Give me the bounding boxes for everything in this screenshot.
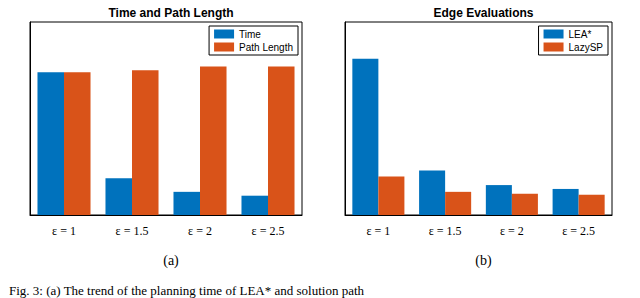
svg-text:LazySP: LazySP bbox=[569, 42, 604, 53]
svg-text:Path Length: Path Length bbox=[239, 42, 293, 53]
svg-text:Edge Evaluations: Edge Evaluations bbox=[433, 6, 533, 20]
svg-text:(a): (a) bbox=[163, 253, 179, 269]
svg-text:Time: Time bbox=[239, 29, 261, 40]
svg-text:ε = 2: ε = 2 bbox=[500, 224, 524, 238]
svg-text:ε = 2.5: ε = 2.5 bbox=[562, 224, 595, 238]
svg-text:(b): (b) bbox=[475, 253, 492, 269]
svg-text:ε = 2: ε = 2 bbox=[188, 224, 212, 238]
svg-text:Fig. 3: (a) The trend of the p: Fig. 3: (a) The trend of the planning ti… bbox=[9, 283, 365, 298]
svg-text:ε = 1: ε = 1 bbox=[52, 224, 76, 238]
svg-text:Time and Path Length: Time and Path Length bbox=[108, 6, 233, 20]
svg-text:ε = 1: ε = 1 bbox=[366, 224, 390, 238]
svg-text:ε = 2.5: ε = 2.5 bbox=[252, 224, 285, 238]
svg-text:LEA*: LEA* bbox=[569, 29, 592, 40]
svg-text:ε = 1.5: ε = 1.5 bbox=[429, 224, 462, 238]
svg-text:ε = 1.5: ε = 1.5 bbox=[116, 224, 149, 238]
